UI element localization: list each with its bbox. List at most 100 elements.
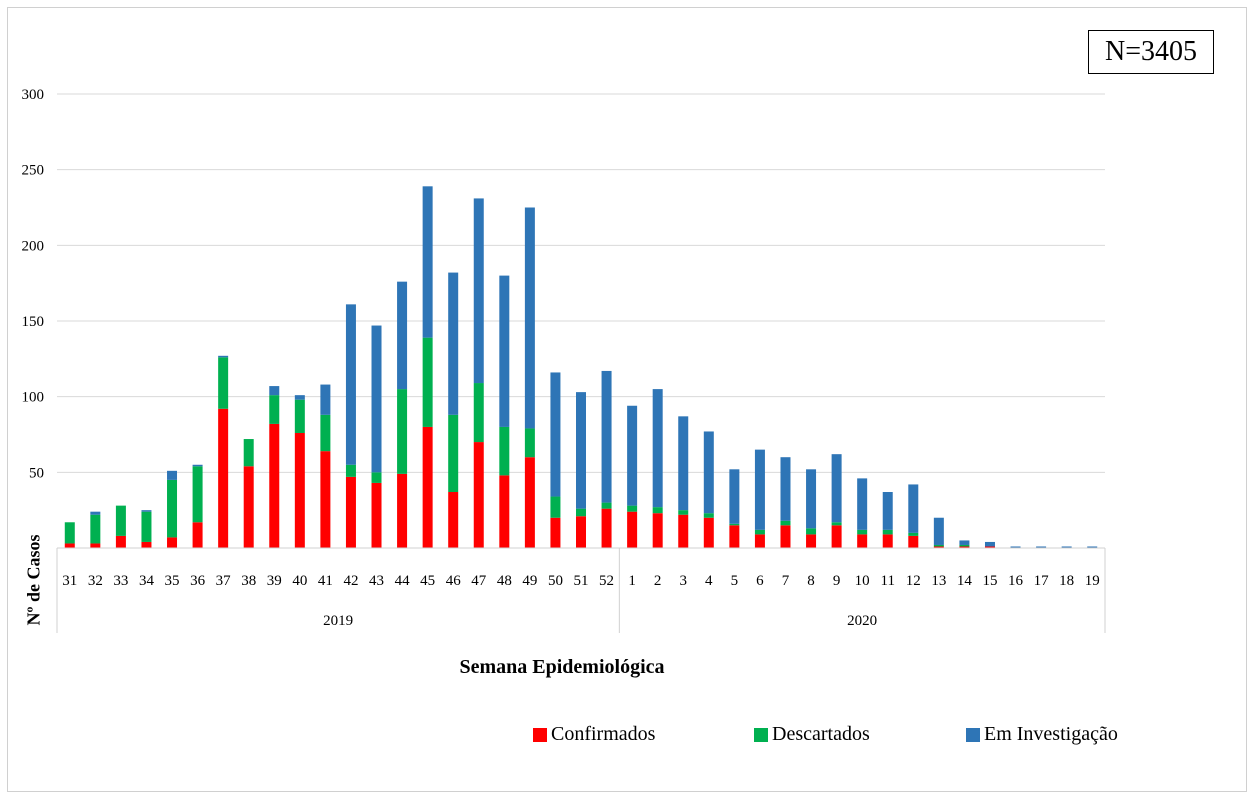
bar-segment: [141, 541, 152, 548]
bar-segment: [703, 517, 714, 548]
bar-segment: [857, 534, 868, 548]
bar-segment: [90, 511, 101, 515]
x-tick-label: 40: [292, 573, 307, 589]
legend-item-descartados: Descartados: [754, 723, 870, 746]
bar-segment: [167, 470, 178, 480]
bar-segment: [729, 523, 740, 526]
bar-segment: [294, 432, 305, 548]
x-tick-label: 36: [190, 573, 206, 589]
bar-segment: [448, 414, 459, 493]
bar-segment: [806, 528, 817, 535]
y-tick-label: 100: [22, 390, 45, 406]
bar-segment: [703, 431, 714, 514]
bar-segment: [959, 546, 970, 548]
x-tick-label: 50: [548, 573, 563, 589]
bar-segment: [627, 505, 638, 512]
y-axis-title: Nº de Casos: [23, 534, 44, 626]
bar-segment: [550, 517, 561, 548]
bar-segment: [780, 457, 791, 521]
x-tick-label: 32: [88, 573, 103, 589]
bar-segment: [499, 426, 510, 476]
bar-segment: [729, 525, 740, 548]
x-tick-label: 18: [1059, 573, 1074, 589]
bar-segment: [908, 535, 919, 548]
bar-segment: [269, 386, 280, 396]
chart-frame: [7, 7, 1247, 792]
bar-segment: [422, 186, 433, 338]
bar-segment: [422, 426, 433, 548]
bar-segment: [729, 469, 740, 524]
bar-segment: [678, 514, 689, 548]
legend-swatch-em-investigacao: [966, 727, 980, 742]
x-axis: 31 32 33 34 35 36 37 38 39 40 41 42 43 44 45 46 47 48 49 50…: [56, 547, 1106, 633]
x-tick-label: 6: [756, 573, 764, 589]
x-tick-label: 13: [931, 573, 946, 589]
legend-item-confirmados: Confirmados: [533, 723, 655, 746]
bar-segment: [882, 492, 893, 530]
bar-segment: [64, 543, 75, 548]
bar-segment: [601, 502, 612, 509]
bar-segment: [908, 484, 919, 533]
bar-segment: [678, 510, 689, 515]
bar-segment: [908, 532, 919, 536]
x-tick-label: 48: [497, 573, 512, 589]
x-axis-title: Semana Epidemiológica: [459, 656, 665, 678]
bar-segment: [882, 529, 893, 535]
x-tick-label: 33: [113, 573, 128, 589]
x-tick-label: 8: [807, 573, 815, 589]
bar-segment: [345, 464, 356, 477]
sample-size-annotation: N=3405: [1088, 30, 1214, 74]
bar-segment: [1087, 546, 1098, 548]
y-tick-label: 250: [22, 163, 45, 179]
bar-segment: [192, 466, 203, 523]
x-tick-label: 44: [395, 573, 411, 589]
bar-segment: [959, 540, 970, 545]
bars: [64, 186, 1098, 548]
bar-segment: [550, 372, 561, 497]
bar-segment: [576, 392, 586, 509]
x-tick-label: 19: [1085, 573, 1100, 589]
gridlines: [57, 93, 1105, 473]
bar-segment: [345, 304, 356, 465]
bar-segment: [524, 428, 535, 458]
bar-segment: [754, 529, 765, 535]
x-tick-label: 17: [1034, 573, 1050, 589]
legend-label-em-investigacao: Em Investigação: [984, 723, 1118, 745]
bar-segment: [882, 534, 893, 548]
bar-segment: [269, 395, 280, 424]
bar-segment: [627, 405, 638, 506]
bar-segment: [218, 357, 229, 409]
bar-segment: [959, 544, 970, 547]
x-tick-label: 52: [599, 573, 614, 589]
bar-segment: [831, 454, 842, 523]
bar-segment: [652, 507, 663, 514]
bar-segment: [652, 389, 663, 508]
bar-segment: [397, 389, 408, 474]
bar-segment: [448, 272, 459, 415]
bar-segment: [473, 383, 484, 443]
bar-segment: [780, 525, 791, 548]
x-tick-label: 46: [446, 573, 462, 589]
bar-segment: [167, 479, 178, 538]
bar-segment: [1061, 546, 1072, 548]
x-tick-label: 43: [369, 573, 384, 589]
bar-segment: [601, 370, 612, 503]
x-tick-label: 2: [654, 573, 662, 589]
bar-segment: [754, 534, 765, 548]
bar-segment: [243, 466, 254, 548]
bar-segment: [345, 476, 356, 548]
bar-segment: [371, 325, 382, 473]
bar-segment: [627, 511, 638, 548]
legend-swatch-descartados: [754, 727, 768, 742]
bar-segment: [984, 546, 995, 548]
y-tick-label: 300: [22, 87, 45, 103]
bar-segment: [524, 207, 535, 429]
bar-segment: [933, 517, 944, 545]
bar-segment: [422, 337, 433, 427]
bar-segment: [933, 546, 944, 548]
group-label: 2020: [847, 613, 877, 629]
x-tick-label: 31: [62, 573, 77, 589]
bar-segment: [294, 399, 305, 433]
legend-label-confirmados: Confirmados: [551, 723, 656, 745]
bar-segment: [320, 451, 331, 548]
